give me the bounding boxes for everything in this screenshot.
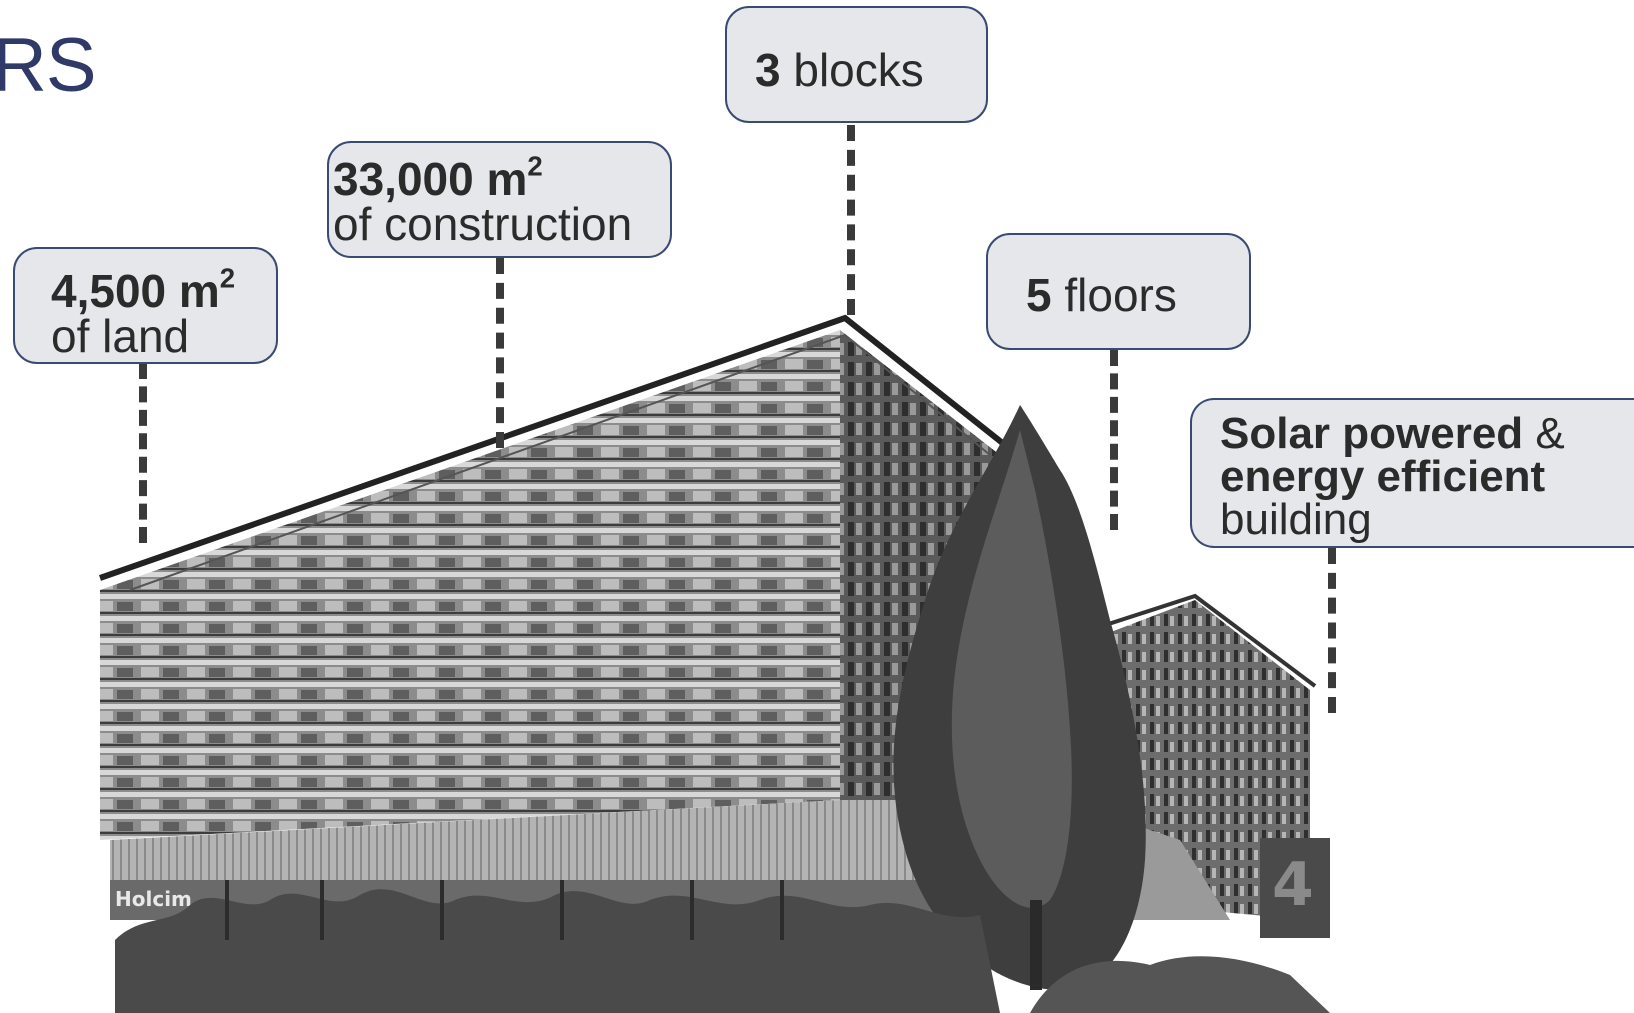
construction-area-value: 33,000 m [333,153,528,205]
land-area-label: of land [51,310,190,363]
solar-efficiency-callout: Solar powered & energy efficient buildin… [1190,398,1634,548]
land-area-value: 4,500 m [51,265,220,317]
leader-line-blocks [847,125,855,315]
construction-area-callout: 33,000 m2 of construction [327,141,672,258]
construction-area-unit-exponent: 2 [527,150,543,182]
holcim-logo-sign: Holcim [115,887,192,911]
leader-line-floors [1110,350,1118,530]
leader-line-construction [496,258,504,448]
floors-label: floors [1064,269,1177,321]
leader-line-land [139,363,147,543]
ampersand-text: & [1535,409,1565,458]
floors-value: 5 [1026,269,1052,321]
block-number-sign: 4 [1272,850,1314,920]
solar-powered-text: Solar powered [1220,409,1524,458]
land-area-callout: 4,500 m2 of land [13,247,278,364]
construction-area-label: of construction [333,198,633,251]
floors-callout: 5 floors [986,233,1251,350]
blocks-value: 3 [755,44,781,96]
blocks-label: blocks [793,44,924,96]
blocks-callout: 3 blocks [725,6,988,123]
energy-efficient-text: energy efficient [1220,452,1546,502]
page-title: RS [0,23,97,108]
land-area-unit-exponent: 2 [219,262,236,294]
building-text: building [1220,495,1372,545]
leader-line-solar [1328,548,1336,713]
